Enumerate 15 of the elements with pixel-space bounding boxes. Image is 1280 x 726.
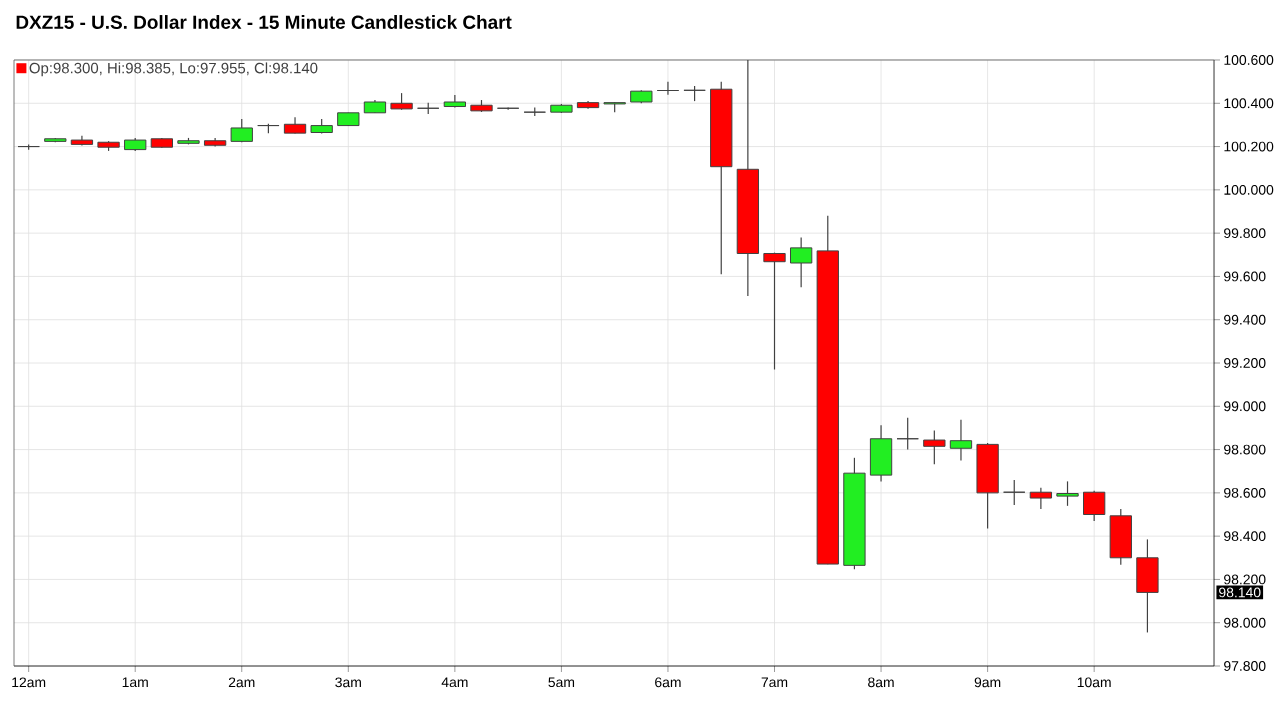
chart-title: DXZ15 - U.S. Dollar Index - 15 Minute Candlestick Chart — [16, 15, 512, 29]
candlestick — [1029, 487, 1053, 510]
candlestick — [1136, 538, 1159, 634]
candlestick — [789, 236, 813, 288]
candlestick — [896, 417, 919, 451]
candlestick — [1083, 490, 1106, 522]
candlestick — [949, 419, 973, 461]
candlestick — [443, 94, 467, 109]
candlestick — [1056, 480, 1079, 507]
candlestick — [1003, 479, 1026, 506]
candlestick — [763, 252, 786, 371]
candlestick — [869, 424, 893, 482]
candlestick — [656, 81, 680, 96]
candlestick — [1109, 508, 1132, 566]
candlestick — [923, 429, 946, 465]
